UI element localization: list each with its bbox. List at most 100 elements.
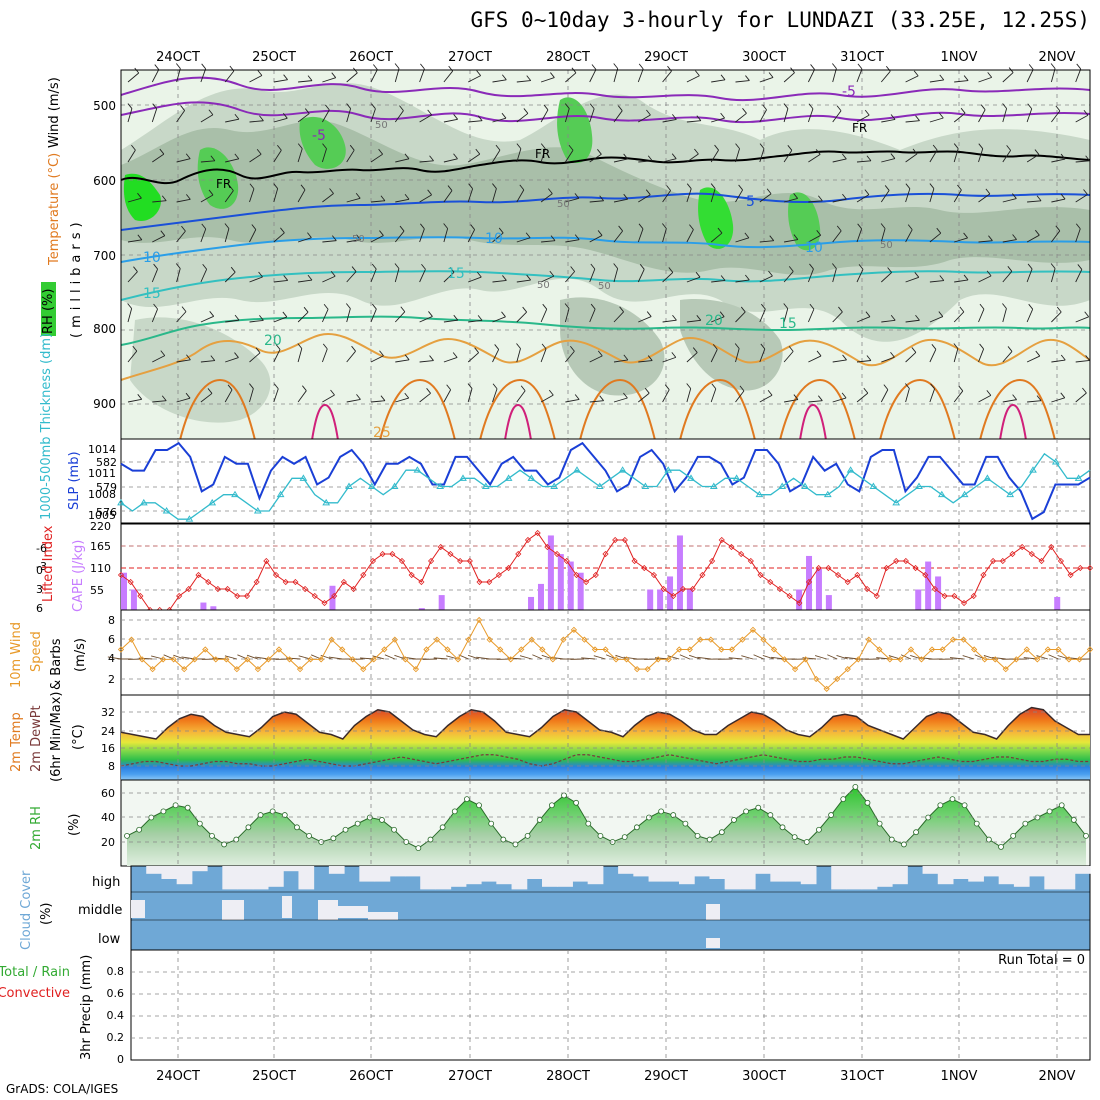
wind-speed-point <box>686 646 693 653</box>
pressure-tick: 800 <box>93 322 116 336</box>
wind-speed-point <box>191 656 198 663</box>
cape-bar <box>647 589 654 610</box>
thickness-axis-label: 1000-500mb Thickness (dm) <box>39 333 54 520</box>
wind-speed-point <box>444 646 451 653</box>
lifted-index-point <box>418 578 425 586</box>
wind-speed-point <box>212 656 219 663</box>
pressure-axis: 500 600 700 800 900 <box>93 99 116 411</box>
surface-wind-barbs <box>107 654 1091 660</box>
thickness-point <box>322 498 331 506</box>
rh-point <box>1058 802 1065 809</box>
lifted-index-point <box>379 550 386 558</box>
rh-shading <box>121 82 1090 423</box>
slp-axis-label: SLP (mb) <box>67 451 82 510</box>
cloud-clear-block <box>222 900 244 920</box>
wind-tick: 8 <box>108 614 115 627</box>
wind-speed-point <box>412 666 420 673</box>
wind-speed-point <box>486 636 493 643</box>
lifted-index-point <box>176 592 183 600</box>
lifted-index-point <box>234 592 241 600</box>
thickness-point <box>253 507 262 514</box>
rh-point <box>330 835 337 842</box>
thickness-point <box>732 474 741 481</box>
rh-tick: 60 <box>101 787 115 800</box>
rh-tick: 40 <box>101 811 115 824</box>
contour-label: 50 <box>352 234 365 245</box>
cloud-clear-block <box>420 866 436 890</box>
wind-speed-point <box>728 646 736 653</box>
temp-tick: 8 <box>108 760 115 773</box>
cloud-clear-block <box>405 866 421 877</box>
cloud-clear-block <box>131 900 145 918</box>
lifted-index-point <box>679 585 687 593</box>
cloud-clear-block <box>338 906 368 918</box>
lifted-index-point <box>437 543 444 551</box>
rh-point <box>791 834 798 840</box>
time-label: 31OCT <box>840 1069 884 1084</box>
thickness-point <box>367 482 376 489</box>
rh-point <box>160 808 167 815</box>
lifted-index-point <box>292 578 299 586</box>
wind-speed-point <box>1055 646 1062 653</box>
wind-speed-point <box>244 656 251 663</box>
thickness-point <box>595 482 604 489</box>
cape-bar <box>528 596 535 610</box>
lifted-index-point <box>1057 557 1064 565</box>
thickness-tick: 576 <box>96 506 117 519</box>
cloud-clear-block <box>146 866 162 874</box>
rh-point <box>269 808 276 815</box>
cape-panel: -6 -3 0 3 6 220 165 110 55 Lifted Index … <box>36 520 1094 615</box>
rh-point <box>706 836 713 843</box>
wind-speed-points <box>117 616 1094 692</box>
lifted-index-point <box>776 585 783 593</box>
cape-bar <box>577 572 584 610</box>
lifted-index-point <box>709 557 716 565</box>
lifted-index-point <box>602 550 609 558</box>
cloud-clear-block <box>252 866 269 890</box>
cloud-clear-block <box>1074 866 1091 874</box>
contour-label: 25 <box>373 425 391 441</box>
lifted-index-point <box>321 599 328 607</box>
wind-speed-point <box>328 636 335 643</box>
lifted-index-point <box>553 550 561 558</box>
thickness-point <box>755 490 764 498</box>
precip-panel: Run Total = 0 0.8 0.6 0.4 0.2 0 Total / … <box>0 949 1091 1066</box>
wind-speed-point <box>275 646 283 653</box>
cloud-clear-block <box>368 912 398 920</box>
wind-speed-point <box>307 656 314 663</box>
cape-tick: 165 <box>90 540 111 553</box>
lifted-index-point <box>815 564 822 572</box>
thickness-point <box>573 466 581 473</box>
cloud-clear-block <box>706 904 720 920</box>
bottom-time-labels: 24OCT 25OCT 26OCT 27OCT 28OCT 29OCT 30OCT 31OCT… <box>156 1069 1075 1084</box>
lifted-index-point <box>389 550 396 558</box>
lifted-index-point <box>689 585 696 593</box>
lifted-index-point <box>931 585 939 593</box>
cape-bar <box>547 535 554 610</box>
lifted-index-point <box>515 550 522 558</box>
wind-speed-point <box>939 646 946 653</box>
rh-point <box>221 841 228 848</box>
rh-point <box>294 824 300 831</box>
wind-units: (m/s) <box>73 638 88 672</box>
thickness-point <box>823 490 832 498</box>
wind-speed-point <box>539 646 546 653</box>
lifted-index-point <box>999 557 1006 565</box>
cloud-clear-block <box>831 866 847 890</box>
rh-point <box>743 808 750 815</box>
temp-axis-label: 2m Temp <box>9 712 24 772</box>
wind-speed-point <box>633 666 641 673</box>
li-tick: 3 <box>36 583 43 596</box>
cape-bar <box>418 608 425 610</box>
thickness-point <box>299 474 308 481</box>
wind-speed-point <box>876 646 883 653</box>
cloud-clear-block <box>176 866 193 885</box>
cloud-clear-block <box>283 866 299 872</box>
wind-speed-point <box>265 656 272 663</box>
lifted-index-point <box>805 578 813 586</box>
pressure-tick: 900 <box>93 397 116 411</box>
rh-point <box>124 832 130 839</box>
cloud-axis-label: Cloud Cover <box>19 870 34 950</box>
rh-point <box>888 836 895 843</box>
lifted-index-point <box>980 571 987 579</box>
